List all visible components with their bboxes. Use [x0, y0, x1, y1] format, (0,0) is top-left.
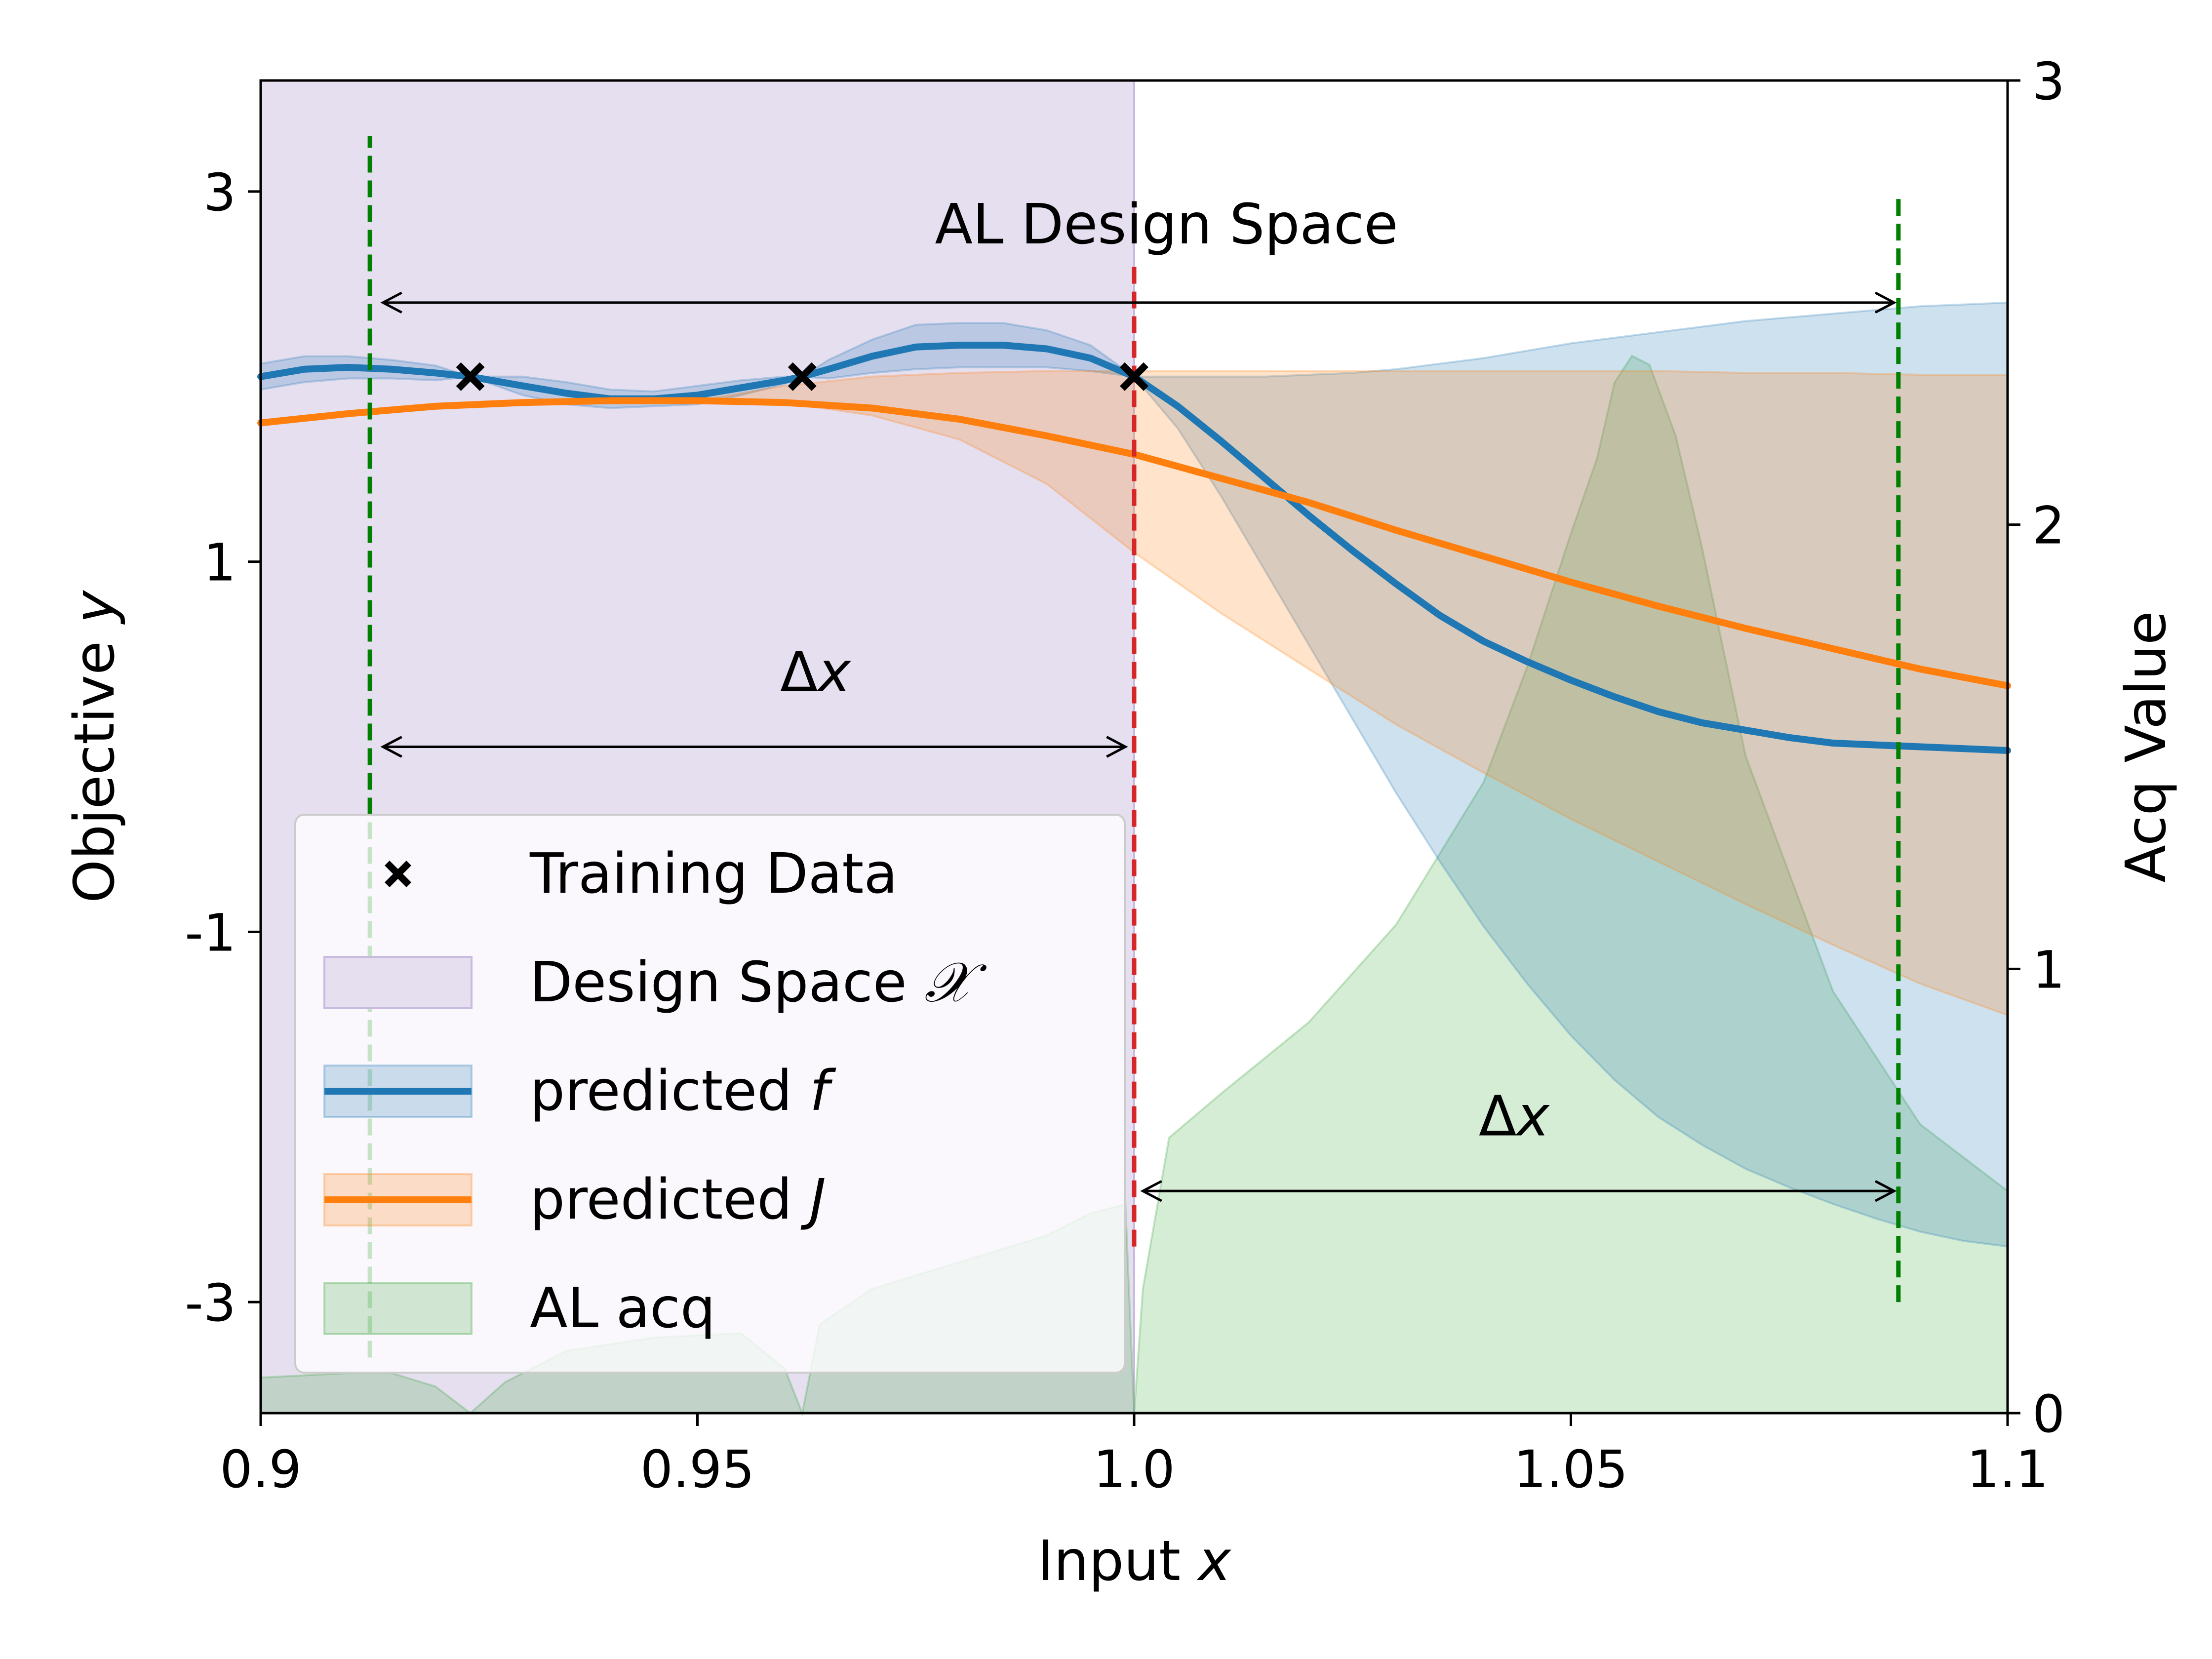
legend-item-1: Training Data — [385, 842, 898, 906]
legend-label-text: predicted — [530, 1168, 792, 1232]
annotation-label: Δx — [780, 640, 852, 705]
y2-tick-label: 2 — [2032, 496, 2065, 556]
legend-label-text: predicted — [530, 1059, 792, 1123]
x-axis-title: Input x — [1037, 1529, 1232, 1593]
annotation-text: AL Design Space — [935, 193, 1398, 257]
training-point-3 — [1120, 362, 1148, 391]
legend-item-5: AL acq — [323, 1276, 715, 1341]
training-markers — [456, 362, 1148, 391]
training-point-1 — [456, 362, 485, 391]
legend-label: Training Data — [529, 842, 898, 906]
arrow-head-left — [1140, 1180, 1162, 1202]
arrow-head-left — [380, 736, 402, 758]
annotation-var: x — [816, 640, 851, 705]
y2-tick-label: 0 — [2032, 1384, 2065, 1444]
legend-item-4: predicted J — [323, 1168, 826, 1232]
legend-box — [294, 814, 1126, 1374]
annotation-2: Δx — [380, 640, 1128, 758]
y2-tick-label: 3 — [2032, 51, 2065, 112]
arrow-head-right — [1874, 1180, 1897, 1202]
legend-label: Design Space 𝒳 — [530, 950, 987, 1015]
annotation-label: AL Design Space — [935, 193, 1398, 257]
legend-marker-icon — [385, 861, 411, 887]
x-tick-label: 0.9 — [220, 1439, 301, 1500]
training-point-2 — [788, 362, 817, 391]
annotation-text: Δ — [780, 640, 818, 705]
training-x-stroke — [1120, 362, 1148, 391]
legend-label: predicted J — [530, 1168, 826, 1232]
legend-label-text: Training Data — [529, 842, 898, 906]
y2-tick-label: 1 — [2032, 940, 2065, 1000]
predicted-f-line — [257, 342, 2011, 754]
arrow-head-right — [1874, 291, 1897, 314]
x-tick-label: 1.1 — [1967, 1439, 2048, 1500]
legend-item-3: predicted f — [323, 1059, 836, 1123]
legend-patch-purple — [323, 956, 473, 1009]
annotation-text: Δ — [1479, 1085, 1517, 1149]
y-tick-label: -1 — [185, 903, 236, 963]
annotation-1: AL Design Space — [380, 193, 1897, 314]
y2-axis-title: Acq Value — [2114, 611, 2178, 882]
legend-label-text: Design Space — [530, 950, 907, 1015]
legend-label-text: AL acq — [530, 1276, 715, 1341]
annotation-label: Δx — [1479, 1085, 1550, 1149]
annotation-3: Δx — [1140, 1085, 1897, 1202]
y-axis-title: Objective y — [63, 590, 127, 903]
annotation-var: x — [1515, 1085, 1550, 1149]
arrow-head-right — [1106, 736, 1128, 758]
training-x-stroke — [788, 362, 817, 391]
legend-label: AL acq — [530, 1276, 715, 1341]
y-axis-title-text: Objective — [63, 641, 127, 903]
axes: 0.9 0.95 1.0 1.05 1.1 3 1 -1 -3 0 1 2 3 Input x Object… — [63, 51, 2178, 1593]
y-tick-label: 3 — [203, 162, 236, 223]
y-tick-label: 1 — [203, 533, 236, 593]
x-axis-var: x — [1197, 1529, 1232, 1593]
legend-item-2: Design Space 𝒳 — [323, 950, 987, 1015]
x-tick-label: 1.05 — [1514, 1439, 1628, 1500]
legend-patch-green — [323, 1282, 473, 1335]
y-tick-label: -3 — [185, 1273, 236, 1333]
legend-label: predicted f — [530, 1059, 836, 1123]
x-axis-title-text: Input — [1037, 1529, 1181, 1593]
x-tick-label: 1.0 — [1093, 1439, 1175, 1500]
x-tick-label: 0.95 — [640, 1439, 755, 1500]
y-axis-var: y — [63, 590, 127, 625]
training-x-stroke — [456, 362, 485, 391]
arrow-head-left — [380, 291, 402, 314]
legend-var: J — [800, 1168, 826, 1232]
